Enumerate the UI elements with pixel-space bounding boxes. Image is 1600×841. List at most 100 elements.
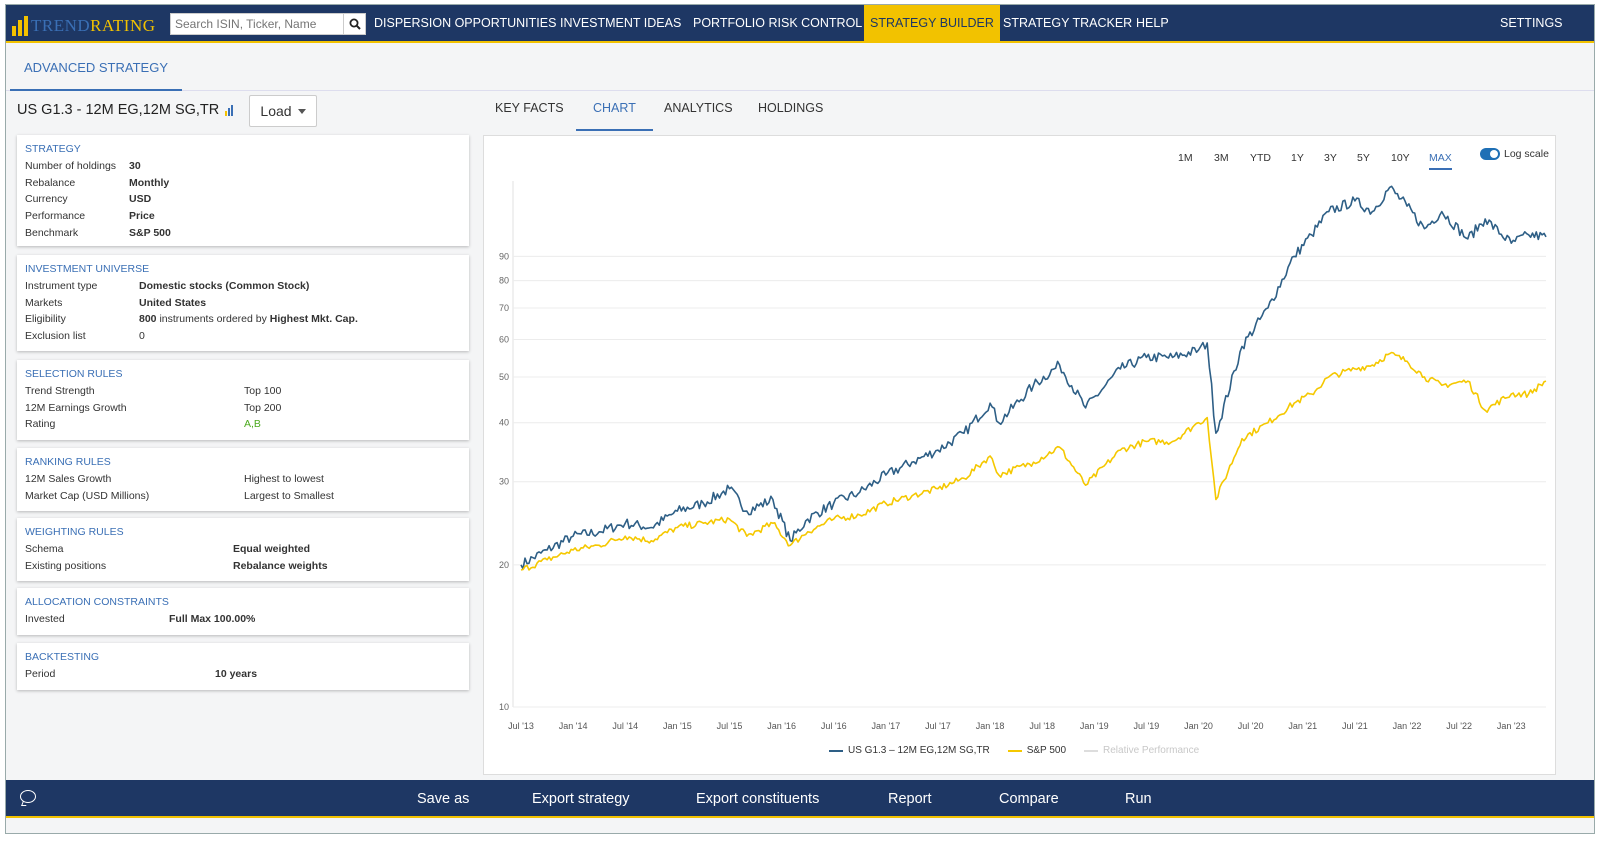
card-title: SELECTION RULES bbox=[25, 368, 123, 380]
trendrating-logo[interactable]: TREND RATING bbox=[12, 12, 156, 36]
strategy-name: US G1.3 - 12M EG,12M SG,TR bbox=[17, 102, 220, 118]
legend-label: Relative Performance bbox=[1103, 745, 1200, 756]
y-tick-label: 90 bbox=[499, 251, 509, 261]
nav-strategy-builder[interactable]: STRATEGY BUILDER bbox=[864, 5, 1000, 41]
row-label: Existing positions bbox=[25, 559, 107, 572]
investment-universe-card[interactable]: INVESTMENT UNIVERSE Instrument type Domes… bbox=[17, 255, 469, 351]
export-strategy-button[interactable]: Export strategy bbox=[532, 791, 630, 807]
row-performance: Performance Price bbox=[25, 208, 461, 225]
compare-button[interactable]: Compare bbox=[999, 791, 1059, 807]
row-rating: Rating A,B bbox=[25, 416, 461, 433]
selection-rules-card[interactable]: SELECTION RULES Trend Strength Top 100 12… bbox=[17, 360, 469, 440]
x-tick-label: Jul '20 bbox=[1238, 721, 1264, 731]
y-tick-label: 30 bbox=[499, 477, 509, 487]
row-label: Benchmark bbox=[25, 226, 79, 239]
y-tick-label: 60 bbox=[499, 335, 509, 345]
x-tick-label: Jan '15 bbox=[663, 721, 692, 731]
card-title: STRATEGY bbox=[25, 143, 81, 155]
allocation-constraints-card[interactable]: ALLOCATION CONSTRAINTS Invested Full Max … bbox=[17, 588, 469, 635]
legend-item-strategy[interactable]: US G1.3 – 12M EG,12M SG,TR bbox=[829, 745, 990, 756]
legend-swatch bbox=[829, 749, 843, 752]
tab-key-facts[interactable]: KEY FACTS bbox=[495, 101, 564, 115]
row-market-cap: Market Cap (USD Millions) Largest to Smal… bbox=[25, 488, 461, 505]
nav-portfolio-risk-control[interactable]: PORTFOLIO RISK CONTROL bbox=[693, 16, 863, 30]
x-tick-label: Jan '14 bbox=[559, 721, 588, 731]
range-1m[interactable]: 1M bbox=[1178, 152, 1193, 164]
legend-item-relative[interactable]: Relative Performance bbox=[1084, 745, 1199, 756]
search-icon bbox=[349, 18, 361, 30]
nav-help[interactable]: HELP bbox=[1136, 16, 1169, 30]
row-value: USD bbox=[129, 193, 152, 206]
row-label: Schema bbox=[25, 543, 64, 556]
range-3m[interactable]: 3M bbox=[1214, 152, 1229, 164]
x-tick-label: Jul '14 bbox=[612, 721, 638, 731]
export-constituents-button[interactable]: Export constituents bbox=[696, 791, 820, 807]
ranking-rules-card[interactable]: RANKING RULES 12M Sales Growth Highest to… bbox=[17, 448, 469, 511]
logo-bars-icon bbox=[12, 16, 28, 36]
range-max[interactable]: MAX bbox=[1429, 152, 1452, 170]
card-title: RANKING RULES bbox=[25, 456, 111, 468]
card-title: INVESTMENT UNIVERSE bbox=[25, 263, 150, 275]
row-value: Highest to lowest bbox=[244, 473, 324, 486]
strategy-card[interactable]: STRATEGY Number of holdings 30 Rebalance M… bbox=[17, 135, 469, 246]
row-sales-growth: 12M Sales Growth Highest to lowest bbox=[25, 471, 461, 488]
performance-chart[interactable]: 10 20 30 40 50 60 70 80 90 Jul '13 Jan '14 Jul '14 J… bbox=[484, 136, 1557, 776]
row-value: Rebalance weights bbox=[233, 559, 328, 572]
row-label: 12M Earnings Growth bbox=[25, 401, 127, 414]
nav-dispersion-opportunities[interactable]: DISPERSION OPPORTUNITIES bbox=[374, 16, 557, 30]
weighting-rules-card[interactable]: WEIGHTING RULES Schema Equal weighted Exi… bbox=[17, 518, 469, 581]
row-value: 0 bbox=[139, 330, 145, 343]
load-dropdown[interactable]: Load bbox=[249, 95, 317, 127]
row-value: 800 bbox=[139, 313, 157, 326]
legend-label: US G1.3 – 12M EG,12M SG,TR bbox=[848, 745, 990, 756]
row-value: Top 200 bbox=[244, 401, 282, 414]
tab-advanced-strategy[interactable]: ADVANCED STRATEGY bbox=[10, 45, 182, 91]
row-label: 12M Sales Growth bbox=[25, 473, 112, 486]
range-ytd[interactable]: YTD bbox=[1250, 152, 1271, 164]
caret-down-icon bbox=[297, 108, 306, 114]
y-tick-label: 80 bbox=[499, 276, 509, 286]
save-as-button[interactable]: Save as bbox=[417, 791, 470, 807]
row-label: Instrument type bbox=[25, 280, 98, 293]
report-button[interactable]: Report bbox=[888, 791, 932, 807]
nav-strategy-tracker[interactable]: STRATEGY TRACKER bbox=[1003, 16, 1133, 30]
row-value: 30 bbox=[129, 160, 141, 173]
search-box bbox=[170, 13, 366, 35]
search-button[interactable] bbox=[343, 14, 365, 34]
row-eligibility: Eligibility 800 instruments ordered by Hi… bbox=[25, 311, 461, 328]
x-tick-label: Jul '13 bbox=[508, 721, 534, 731]
search-input[interactable] bbox=[171, 14, 343, 34]
range-10y[interactable]: 10Y bbox=[1391, 152, 1410, 164]
range-1y[interactable]: 1Y bbox=[1291, 152, 1304, 164]
log-scale-toggle[interactable]: Log scale bbox=[1480, 148, 1549, 160]
row-value: United States bbox=[139, 296, 207, 309]
backtesting-card[interactable]: BACKTESTING Period 10 years bbox=[17, 643, 469, 690]
row-benchmark: Benchmark S&P 500 bbox=[25, 224, 461, 241]
card-title: BACKTESTING bbox=[25, 651, 100, 663]
tab-chart[interactable]: CHART bbox=[576, 101, 653, 131]
sub-header: ADVANCED STRATEGY bbox=[6, 45, 1594, 91]
chat-icon[interactable] bbox=[20, 790, 36, 803]
range-5y[interactable]: 5Y bbox=[1357, 152, 1370, 164]
row-label: Rating bbox=[25, 418, 56, 431]
row-currency: Currency USD bbox=[25, 191, 461, 208]
row-label: Number of holdings bbox=[25, 160, 117, 173]
row-label: Period bbox=[25, 668, 56, 681]
row-holdings: Number of holdings 30 bbox=[25, 158, 461, 175]
logo-text-part2: RATING bbox=[90, 16, 156, 35]
chart-panel: 10 20 30 40 50 60 70 80 90 Jul '13 Jan '14 Jul '14 J… bbox=[483, 135, 1556, 775]
nav-investment-ideas[interactable]: INVESTMENT IDEAS bbox=[560, 16, 682, 30]
range-3y[interactable]: 3Y bbox=[1324, 152, 1337, 164]
x-tick-label: Jan '23 bbox=[1497, 721, 1526, 731]
legend-item-benchmark[interactable]: S&P 500 bbox=[1007, 745, 1066, 756]
row-label: Market Cap (USD Millions) bbox=[25, 489, 150, 502]
x-tick-label: Jan '17 bbox=[871, 721, 900, 731]
row-value: Equal weighted bbox=[233, 543, 311, 556]
row-label: Currency bbox=[25, 193, 68, 206]
tab-analytics[interactable]: ANALYTICS bbox=[664, 101, 733, 115]
tab-holdings[interactable]: HOLDINGS bbox=[758, 101, 824, 115]
nav-settings[interactable]: SETTINGS bbox=[1500, 16, 1563, 30]
run-button[interactable]: Run bbox=[1125, 791, 1152, 807]
row-trend-strength: Trend Strength Top 100 bbox=[25, 383, 461, 400]
